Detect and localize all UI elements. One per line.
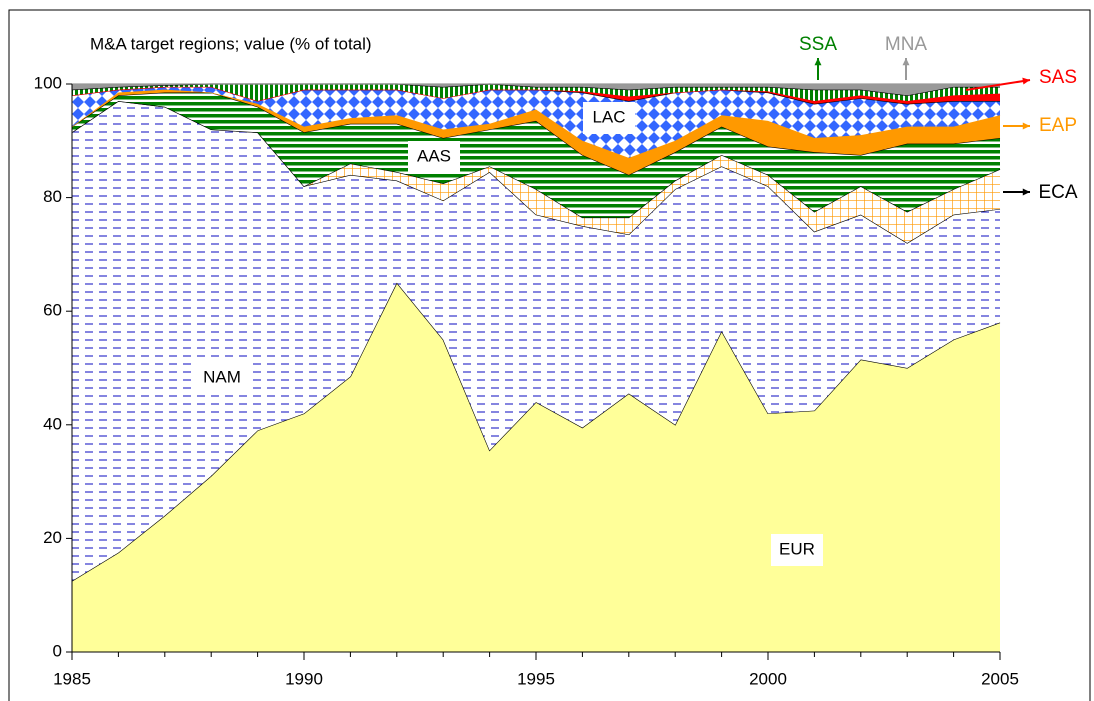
series-label: SAS [1039,67,1077,88]
arrow-head [1022,188,1030,196]
label-bg [771,534,823,566]
series-label: EUR [779,539,815,558]
arrow-head [902,58,910,66]
x-tick-label: 1990 [285,669,323,688]
series-label: AAS [417,146,451,165]
area [72,86,1000,104]
arrow-head [814,58,822,66]
series-label: MNA [885,34,928,55]
area [72,101,1000,244]
area [72,86,1000,158]
chart-title: M&A target regions; value (% of total) [90,34,372,53]
y-tick-label: 40 [43,414,62,433]
series-label: SSA [799,34,837,55]
area [72,84,1000,102]
x-tick-label: 2000 [749,669,787,688]
area [72,84,1000,96]
x-tick-label: 2005 [981,669,1019,688]
series-label: EAP [1039,115,1077,136]
series-label: ECA [1038,182,1077,203]
y-tick-label: 80 [43,187,62,206]
area [72,282,1000,652]
label-bg [196,362,248,394]
y-tick-label: 60 [43,301,62,320]
y-tick-label: 0 [53,641,62,660]
x-tick-label: 1985 [53,669,91,688]
y-tick-label: 100 [34,73,62,92]
series-label: NAM [203,367,241,386]
area [72,92,1000,218]
frame [8,9,1091,701]
series-label: LAC [592,107,625,126]
area [72,101,1000,581]
x-tick-label: 1995 [517,669,555,688]
arrow-head [1022,77,1030,85]
label-bg [583,102,635,134]
label-bg [408,141,460,173]
y-tick-label: 20 [43,528,62,547]
label-arrow [965,79,1031,91]
arrow-head [1022,122,1030,130]
